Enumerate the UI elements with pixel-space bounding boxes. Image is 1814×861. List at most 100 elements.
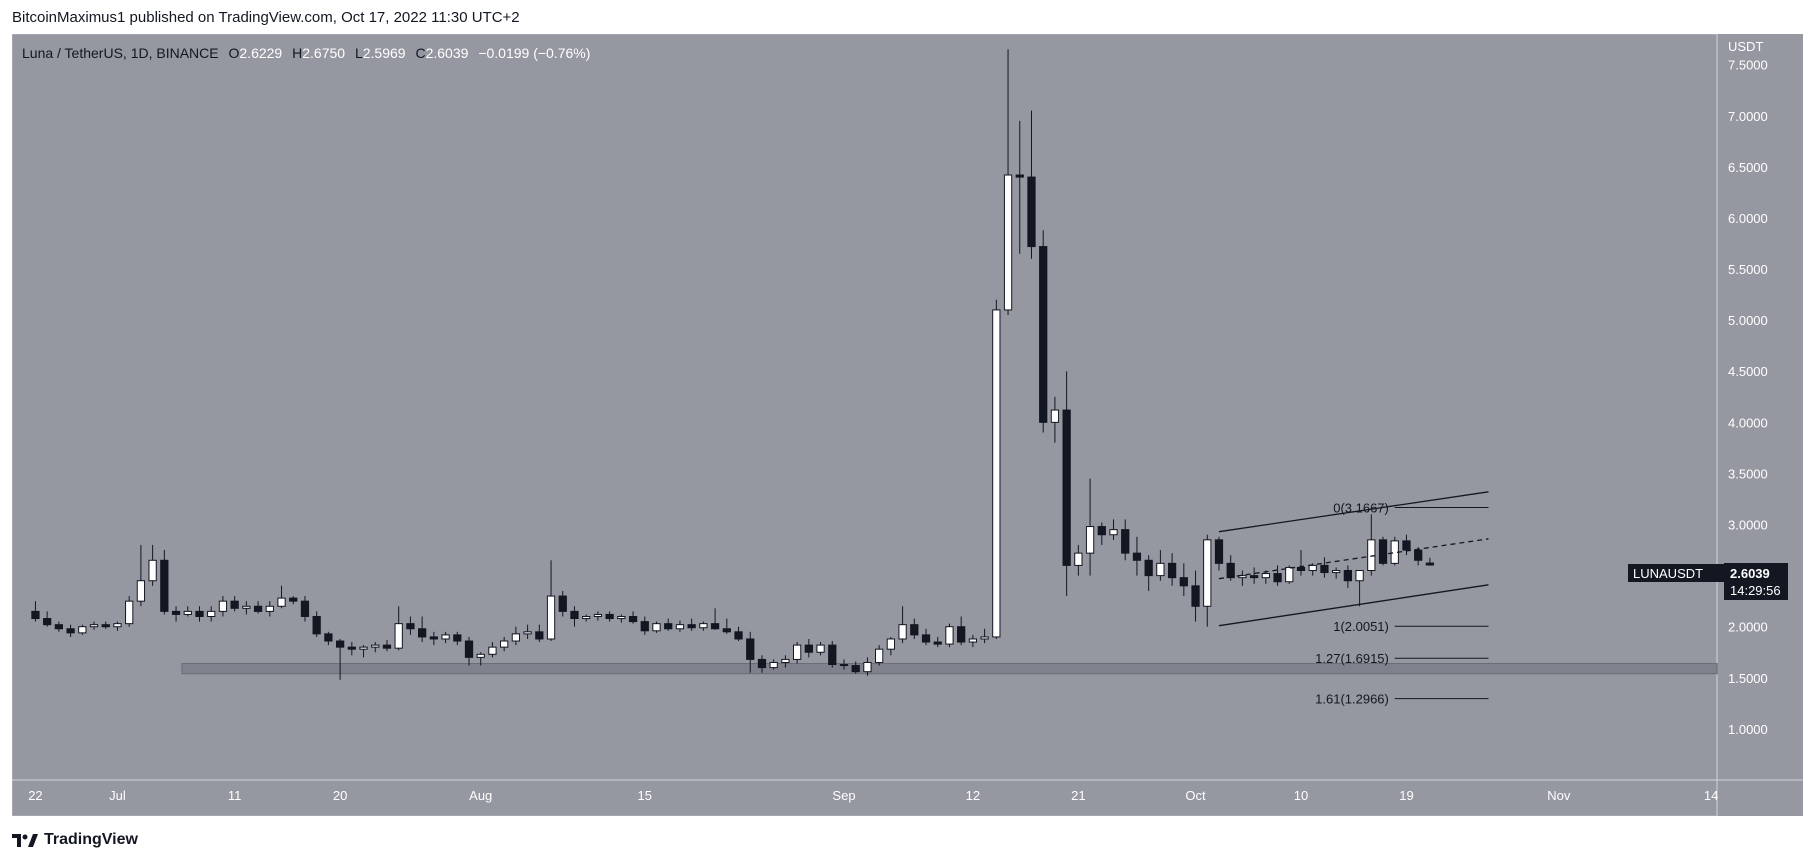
candle <box>1249 567 1259 584</box>
symbol-description: Luna / TetherUS, 1D, BINANCE <box>22 45 219 61</box>
candle <box>1238 570 1247 586</box>
low-value: 2.5969 <box>362 45 406 61</box>
candle-body <box>429 636 438 640</box>
fib-level-label: 1.61(1.2966) <box>1315 692 1389 707</box>
candle-body <box>406 623 415 630</box>
candle <box>382 639 392 652</box>
candle <box>816 642 825 656</box>
candle <box>582 614 591 622</box>
candle <box>734 626 743 642</box>
candle <box>1039 230 1048 433</box>
candle <box>1320 557 1329 578</box>
candle-body <box>1320 564 1329 574</box>
candle-body <box>265 605 274 612</box>
candle <box>464 636 474 666</box>
candle <box>886 636 895 656</box>
candle-body <box>1050 409 1060 423</box>
candle <box>406 616 415 635</box>
price-tick-label: 4.0000 <box>1728 415 1768 430</box>
candle <box>43 611 52 627</box>
candle-body <box>207 610 216 617</box>
candle <box>910 618 919 639</box>
price-tick-label: 4.5000 <box>1728 364 1768 379</box>
candle-body <box>1144 559 1153 577</box>
candle <box>476 652 485 666</box>
support-zone <box>181 663 1718 675</box>
candle <box>289 596 298 605</box>
candle-body <box>582 615 591 620</box>
candle <box>429 631 438 646</box>
candle-body <box>781 658 790 663</box>
candle <box>945 623 954 648</box>
candle-body <box>851 665 860 673</box>
candle <box>1296 550 1306 576</box>
candle-body <box>886 638 895 650</box>
candle-body <box>453 634 462 642</box>
candle-body <box>523 631 532 635</box>
time-tick-label: 15 <box>638 788 652 803</box>
price-tick-label: 7.5000 <box>1728 58 1768 73</box>
candle-body <box>863 661 872 673</box>
channel-upper-line <box>1218 491 1489 533</box>
candle <box>640 616 649 635</box>
candle-body <box>43 618 52 626</box>
candle <box>792 642 802 664</box>
candle <box>1203 534 1212 627</box>
candle <box>1378 536 1388 566</box>
candle-body <box>910 624 919 636</box>
open-value: 2.6229 <box>239 45 283 61</box>
candle-body <box>1261 573 1270 579</box>
candle-body <box>1156 562 1165 577</box>
candle-body <box>66 628 75 634</box>
candle <box>781 655 790 668</box>
candle <box>769 659 778 670</box>
candle-body <box>933 641 942 645</box>
candle-body <box>1203 539 1212 607</box>
price-axis-unit: USDT <box>1728 39 1763 54</box>
candle <box>136 544 146 607</box>
time-tick-label: 10 <box>1294 788 1308 803</box>
candle <box>89 621 99 630</box>
candle <box>1191 570 1200 622</box>
high-label: H <box>292 45 303 61</box>
candle <box>652 621 661 633</box>
candle-body <box>816 644 825 653</box>
candle-body <box>359 646 368 650</box>
candle-body <box>593 613 603 617</box>
candle <box>394 606 403 651</box>
candle <box>78 624 87 635</box>
candle <box>1214 536 1224 571</box>
candle-body <box>746 638 755 660</box>
candlestick-chart[interactable]: 0(3.1667) 1(2.0051) 1.27(1.6915) 1.61(1.296… <box>12 34 1803 816</box>
candle-body <box>839 664 849 667</box>
candle <box>980 628 989 644</box>
candle-body <box>699 623 708 629</box>
candle <box>1015 120 1024 254</box>
price-tick-label: 5.0000 <box>1728 313 1768 328</box>
candle-body <box>418 628 427 638</box>
candle-body <box>1214 539 1224 564</box>
candle-body <box>1167 562 1177 579</box>
candle <box>628 611 638 624</box>
candle-body <box>945 626 954 645</box>
candle <box>1144 555 1153 591</box>
candle-body <box>628 615 638 623</box>
chart-area[interactable]: 0(3.1667) 1(2.0051) 1.27(1.6915) 1.61(1.296… <box>12 34 1803 816</box>
candle-body <box>687 624 696 629</box>
candle <box>664 618 673 631</box>
candle-body <box>1378 539 1388 564</box>
time-tick-label: 19 <box>1399 788 1413 803</box>
candle <box>687 618 696 631</box>
low-label: L <box>354 45 363 61</box>
candle-body <box>957 626 966 643</box>
fib-level: 0(3.1667) <box>1333 500 1489 515</box>
candle <box>1343 565 1353 588</box>
candle <box>113 621 122 631</box>
candle-body <box>828 644 837 666</box>
time-tick-label: 14 <box>1704 788 1718 803</box>
close-label: C <box>415 45 426 61</box>
candle-body <box>1238 575 1247 579</box>
candle <box>1121 519 1130 561</box>
candle <box>1097 522 1106 545</box>
candle <box>1027 110 1036 259</box>
